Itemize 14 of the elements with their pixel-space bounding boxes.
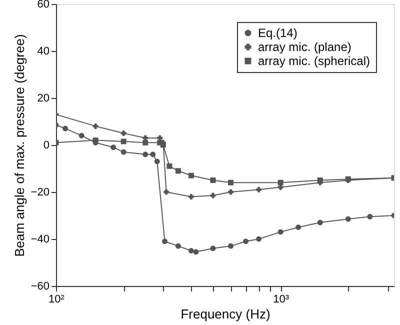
legend-label: array mic. (spherical) [258,54,370,68]
x-tick-label: 10³ [273,294,290,306]
legend-label: Eq.(14) [258,26,298,40]
x-tick-label: 10² [48,294,65,306]
y-tick-label: 0 [43,140,50,152]
legend-label: array mic. (plane) [258,40,352,54]
y-tick-label: 60 [37,0,50,10]
y-tick-label: −60 [30,280,50,292]
y-tick-label: 20 [37,92,50,104]
y-axis-title: Beam angle of max. pressure (degree) [12,34,27,257]
y-tick-label: −20 [30,186,50,198]
y-tick-label: 40 [37,46,50,58]
x-axis-title: Frequency (Hz) [180,306,270,322]
y-tick-label: −40 [30,234,50,246]
